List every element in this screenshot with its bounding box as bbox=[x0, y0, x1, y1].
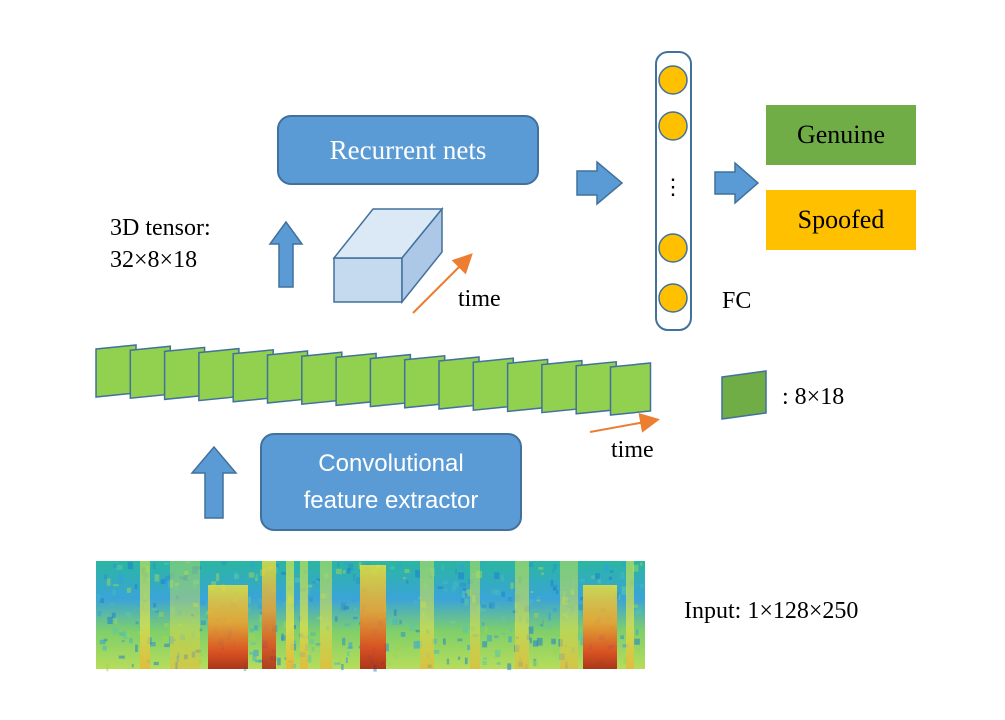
time-arrow-icon bbox=[589, 413, 660, 433]
right-arrow-icon bbox=[576, 160, 624, 206]
feature-map-sequence bbox=[95, 344, 652, 416]
feature-map-legend-label: : 8×18 bbox=[782, 384, 845, 410]
fc-node bbox=[658, 233, 688, 263]
fc-node bbox=[658, 283, 688, 313]
up-arrow-icon bbox=[190, 445, 238, 519]
genuine-output: Genuine bbox=[766, 105, 916, 165]
time-arrow-icon bbox=[412, 253, 473, 314]
feature-map bbox=[609, 362, 652, 416]
right-arrow-icon bbox=[714, 161, 760, 205]
genuine-label: Genuine bbox=[796, 120, 886, 149]
input-label: Input: 1×128×250 bbox=[684, 598, 859, 624]
tensor-label: 3D tensor: 32×8×18 bbox=[110, 215, 211, 274]
tensor-cube bbox=[332, 206, 444, 305]
feature-map-legend-icon bbox=[721, 370, 767, 420]
fc-ellipsis: ⋮ bbox=[662, 174, 684, 199]
recurrent-nets-box: Recurrent nets bbox=[277, 115, 539, 185]
time-label-top: time bbox=[458, 286, 501, 312]
conv-extractor-box: Convolutional feature extractor bbox=[260, 433, 522, 531]
fc-label: FC bbox=[722, 288, 752, 314]
up-arrow-icon bbox=[268, 220, 304, 288]
conv-extractor-label: Convolutional feature extractor bbox=[303, 449, 479, 514]
recurrent-nets-label: Recurrent nets bbox=[329, 134, 487, 165]
time-label-bottom: time bbox=[611, 437, 654, 463]
spoofed-label: Spoofed bbox=[797, 205, 885, 234]
fc-node bbox=[658, 111, 688, 141]
input-spectrogram bbox=[96, 561, 645, 672]
spoofed-output: Spoofed bbox=[766, 190, 916, 250]
fc-node bbox=[658, 65, 688, 95]
